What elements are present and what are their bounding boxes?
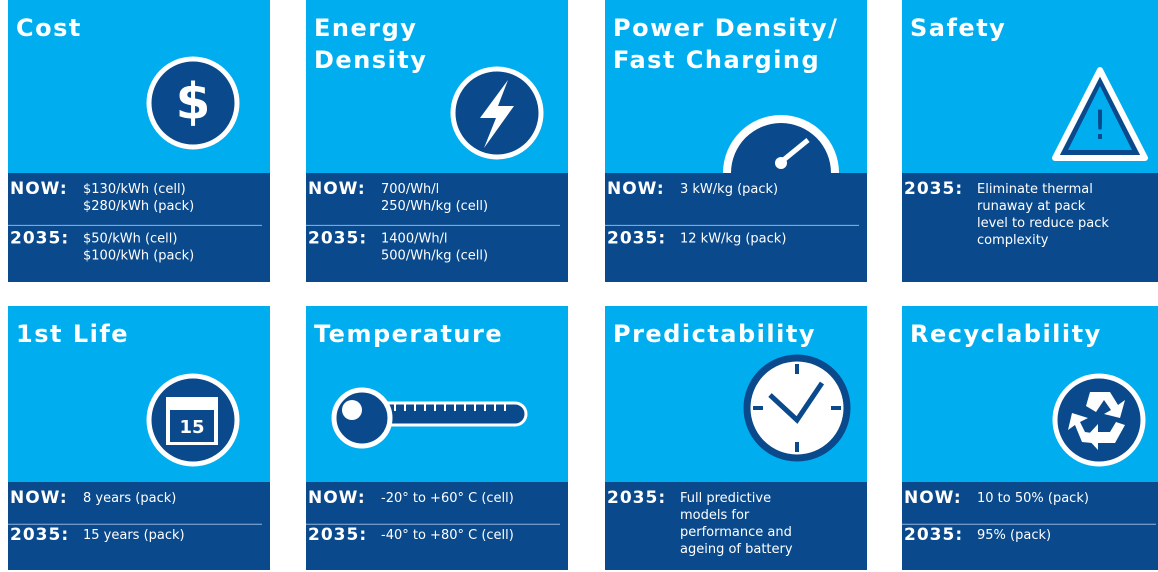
dollar-sign: $ [176, 73, 211, 131]
calendar-day: 15 [179, 417, 204, 438]
card-title: Recyclability [910, 320, 1102, 348]
card-title: Safety [910, 14, 1006, 42]
row-label: NOW: [10, 488, 68, 508]
row-text: $50/kWh (cell) [83, 231, 177, 246]
row-text: 3 kW/kg (pack) [680, 182, 778, 197]
row-label: NOW: [308, 179, 366, 199]
gauge-needle [779, 138, 810, 164]
exclamation: ! [1092, 103, 1108, 149]
row-text: 10 to 50% (pack) [977, 491, 1089, 506]
card-title: Temperature [314, 320, 503, 348]
row-label: 2035: [904, 525, 963, 545]
row-text: performance and [680, 525, 792, 540]
card-bottom [8, 482, 270, 570]
row-text: 700/Wh/l [381, 182, 439, 197]
row-text: complexity [977, 233, 1049, 248]
row-label: NOW: [607, 179, 665, 199]
recycle-arrow [1086, 392, 1125, 418]
row-text: 500/Wh/kg (cell) [381, 248, 488, 263]
row-text: -20° to +60° C (cell) [381, 491, 514, 506]
row-text: 95% (pack) [977, 528, 1051, 543]
gauge-hub [775, 157, 787, 169]
row-label: 2035: [904, 179, 963, 199]
row-label: 2035: [308, 228, 367, 248]
row-label: 2035: [10, 525, 69, 545]
calendar-page [170, 410, 214, 442]
icons: $ ! 15 [146, 56, 1148, 467]
clock-marks [753, 364, 841, 452]
row-text: level to reduce pack [977, 216, 1109, 231]
row-label: NOW: [10, 179, 68, 199]
gauge-face [731, 123, 831, 173]
row-text: Eliminate thermal [977, 182, 1093, 197]
card-bottom [8, 173, 270, 282]
row-text: $280/kWh (pack) [83, 199, 194, 214]
thermometer-shine [342, 400, 362, 420]
card-title: 1st Life [16, 320, 129, 348]
card-bottom [605, 482, 867, 570]
row-text: models for [680, 508, 750, 523]
row-text: $130/kWh (cell) [83, 182, 186, 197]
card-bottom [306, 482, 568, 570]
card-bottom [605, 173, 867, 282]
row-text: Full predictive [680, 491, 771, 506]
card-title: Fast Charging [613, 46, 820, 74]
row-label: 2035: [10, 228, 69, 248]
warning-inner [1068, 86, 1132, 150]
recycle-arrow [1086, 422, 1125, 450]
row-label: NOW: [308, 488, 366, 508]
card-bottom [902, 482, 1158, 570]
row-text: ageing of battery [680, 542, 793, 557]
row-text: 1400/Wh/l [381, 231, 448, 246]
row-text: $100/kWh (pack) [83, 248, 194, 263]
thermometer-bulb [331, 387, 393, 449]
lightning [480, 80, 514, 148]
row-text: 12 kW/kg (pack) [680, 231, 786, 246]
row-text: 250/Wh/kg (cell) [381, 199, 488, 214]
card-title: Energy [314, 14, 417, 42]
row-label: 2035: [308, 525, 367, 545]
recycle-icon [1052, 373, 1146, 467]
row-text: 8 years (pack) [83, 491, 176, 506]
recycle-arrow [1068, 413, 1092, 443]
row-text: runaway at pack [977, 199, 1086, 214]
row-label: 2035: [607, 488, 666, 508]
row-label: NOW: [904, 488, 962, 508]
row-text: -40° to +80° C (cell) [381, 528, 514, 543]
clock-hands [768, 381, 825, 424]
card-title: Predictability [613, 320, 816, 348]
row-text: 15 years (pack) [83, 528, 185, 543]
card-bottom [306, 173, 568, 282]
row-label: 2035: [607, 228, 666, 248]
card-title: Cost [16, 14, 82, 42]
card-bottom [902, 173, 1158, 282]
card-title: Density [314, 46, 427, 74]
card-title: Power Density/ [613, 14, 838, 42]
thermometer-ticks [394, 404, 506, 411]
cost-icon [146, 56, 240, 150]
